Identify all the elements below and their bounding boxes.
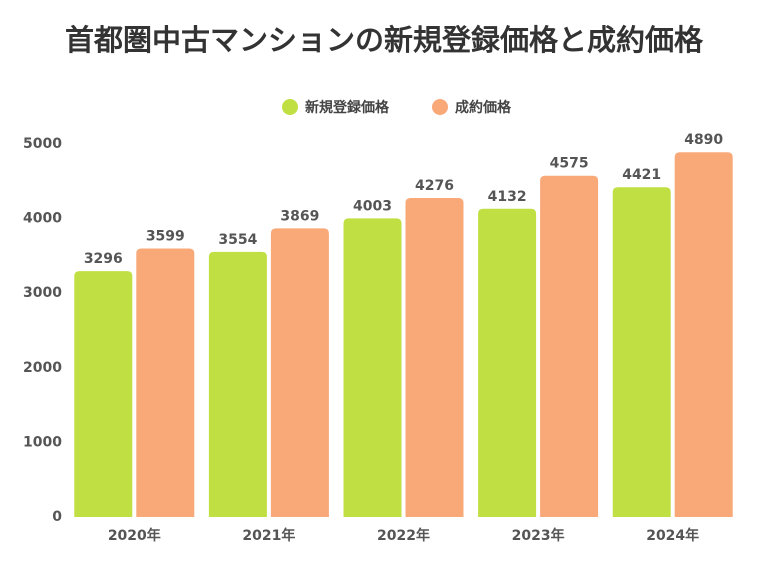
legend-label: 新規登録価格 — [305, 99, 390, 116]
x-tick-label: 2023年 — [512, 527, 565, 544]
value-label: 4421 — [622, 167, 661, 183]
value-label: 3869 — [280, 208, 319, 224]
bar — [612, 187, 671, 517]
bar — [74, 271, 133, 517]
value-label: 3296 — [84, 251, 123, 267]
y-tick-label: 2000 — [23, 360, 62, 376]
value-label: 4575 — [550, 156, 589, 172]
legend-marker — [432, 99, 448, 115]
bar — [405, 198, 464, 517]
y-tick-label: 1000 — [23, 434, 62, 450]
x-tick-label: 2022年 — [377, 527, 430, 544]
bar — [208, 251, 267, 518]
value-label: 4132 — [488, 189, 527, 205]
value-label: 4890 — [684, 132, 723, 148]
x-tick-label: 2024年 — [646, 527, 699, 544]
value-label: 3554 — [218, 232, 257, 248]
x-tick-label: 2021年 — [242, 527, 295, 544]
legend-marker — [282, 99, 298, 115]
value-label: 4276 — [415, 178, 454, 194]
y-tick-label: 4000 — [23, 211, 62, 227]
value-label: 4003 — [353, 198, 392, 214]
y-tick-label: 3000 — [23, 285, 62, 301]
y-tick-label: 5000 — [23, 136, 62, 152]
bar — [478, 208, 537, 517]
bar — [136, 248, 195, 518]
x-tick-label: 2020年 — [108, 527, 161, 544]
y-tick-label: 0 — [52, 509, 62, 525]
bar — [343, 218, 402, 517]
bar — [270, 228, 329, 517]
chart-title: 首都圏中古マンションの新規登録価格と成約価格 — [65, 23, 704, 57]
bar — [540, 175, 599, 517]
legend-label: 成約価格 — [455, 99, 512, 116]
bar — [674, 152, 733, 517]
value-label: 3599 — [146, 229, 185, 245]
